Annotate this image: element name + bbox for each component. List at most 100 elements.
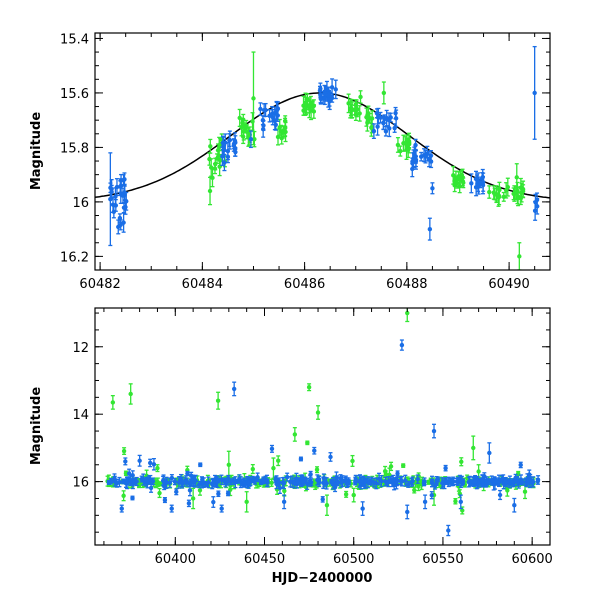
data-point: [225, 141, 231, 161]
data-point: [519, 478, 525, 486]
data-point: [269, 444, 275, 453]
data-point: [106, 479, 111, 485]
data-point: [215, 475, 220, 489]
data-point: [388, 475, 394, 485]
data-point: [326, 89, 332, 101]
data-point: [305, 477, 310, 490]
data-point: [162, 497, 168, 504]
data-point: [440, 477, 445, 489]
data-point: [274, 100, 279, 121]
data-point: [128, 474, 133, 487]
x-tick-label: 60488: [386, 277, 427, 292]
light-curve-full-panel: 60400 60450 60500 60550 60600 12 14 16 Magnitud…: [29, 307, 553, 586]
data-point: [360, 501, 365, 516]
data-point: [240, 478, 246, 487]
data-point: [330, 480, 335, 486]
data-point: [260, 120, 266, 138]
data-point: [246, 127, 251, 147]
data-point: [494, 187, 499, 202]
data-point: [398, 145, 403, 157]
data-point: [514, 163, 519, 192]
data-point: [366, 105, 371, 122]
data-point: [273, 476, 278, 483]
data-point: [180, 479, 185, 489]
data-point: [471, 435, 476, 461]
data-point: [300, 474, 305, 481]
data-point: [458, 494, 463, 510]
data-point: [248, 130, 254, 149]
data-point: [406, 141, 411, 159]
data-point: [353, 474, 358, 484]
data-point: [136, 483, 142, 489]
data-point: [480, 474, 485, 487]
data-point: [151, 457, 157, 471]
data-point: [186, 479, 192, 488]
data-point: [405, 308, 410, 323]
data-point: [503, 478, 509, 485]
data-point: [427, 217, 433, 241]
y-tick-label: 15.8: [60, 141, 89, 156]
data-point: [429, 475, 435, 488]
data-point: [271, 457, 276, 479]
data-point: [428, 150, 434, 162]
data-point: [446, 524, 451, 537]
data-point: [221, 145, 227, 156]
data-point: [147, 458, 153, 468]
data-point: [376, 107, 381, 125]
data-point: [381, 81, 387, 105]
data-points-layer: [105, 308, 541, 537]
data-point: [167, 477, 172, 488]
data-point: [226, 450, 232, 479]
y-tick-label: 15.6: [60, 87, 89, 102]
data-point: [316, 475, 321, 485]
data-point: [237, 474, 242, 484]
data-point: [219, 474, 224, 486]
data-point: [225, 490, 231, 497]
data-point: [411, 149, 416, 169]
data-point: [139, 475, 144, 483]
data-point: [148, 474, 153, 484]
data-point: [430, 182, 435, 195]
data-point: [484, 476, 489, 487]
x-tick-label: 60482: [79, 277, 120, 292]
bottom-axis-ticks: 60400 60450 60500 60550 60600 12 14 16: [72, 308, 553, 567]
top-axis-ticks: 60482 60484 60486 60488 60490 15.4 15.6 15.8 16 1…: [60, 32, 550, 292]
data-point: [250, 463, 255, 475]
data-point: [426, 479, 431, 485]
data-point: [412, 486, 417, 494]
data-point: [134, 476, 139, 487]
y-tick-label: 14: [72, 408, 89, 423]
data-point: [237, 108, 242, 128]
data-point: [204, 481, 209, 488]
y-tick-label: 12: [72, 341, 89, 356]
data-point: [453, 498, 458, 505]
bottom-x-axis-label: HJD−2400000: [272, 571, 373, 586]
data-point: [415, 474, 420, 484]
data-point: [305, 440, 310, 446]
data-point: [422, 494, 428, 510]
data-point: [393, 109, 399, 128]
data-point: [123, 479, 129, 485]
light-curve-zoom-panel: 60482 60484 60486 60488 60490 15.4 15.6 15.8 16 1…: [29, 32, 551, 292]
data-point: [333, 79, 338, 100]
data-point: [421, 479, 427, 486]
data-point: [264, 474, 270, 488]
data-point: [480, 168, 485, 186]
data-point: [225, 478, 230, 486]
x-tick-label: 60490: [488, 277, 529, 292]
data-point: [282, 119, 288, 137]
data-point: [312, 446, 317, 455]
data-point: [211, 496, 216, 508]
data-point: [473, 170, 479, 188]
data-point: [429, 491, 434, 500]
data-point: [371, 477, 377, 488]
data-point: [321, 476, 326, 490]
data-point: [306, 383, 312, 392]
data-point: [324, 494, 330, 516]
data-point: [328, 452, 333, 462]
data-point: [252, 477, 258, 485]
top-y-axis-label: Magnitude: [29, 112, 44, 191]
data-point: [288, 475, 293, 488]
data-point: [241, 122, 246, 141]
data-point: [185, 470, 190, 477]
